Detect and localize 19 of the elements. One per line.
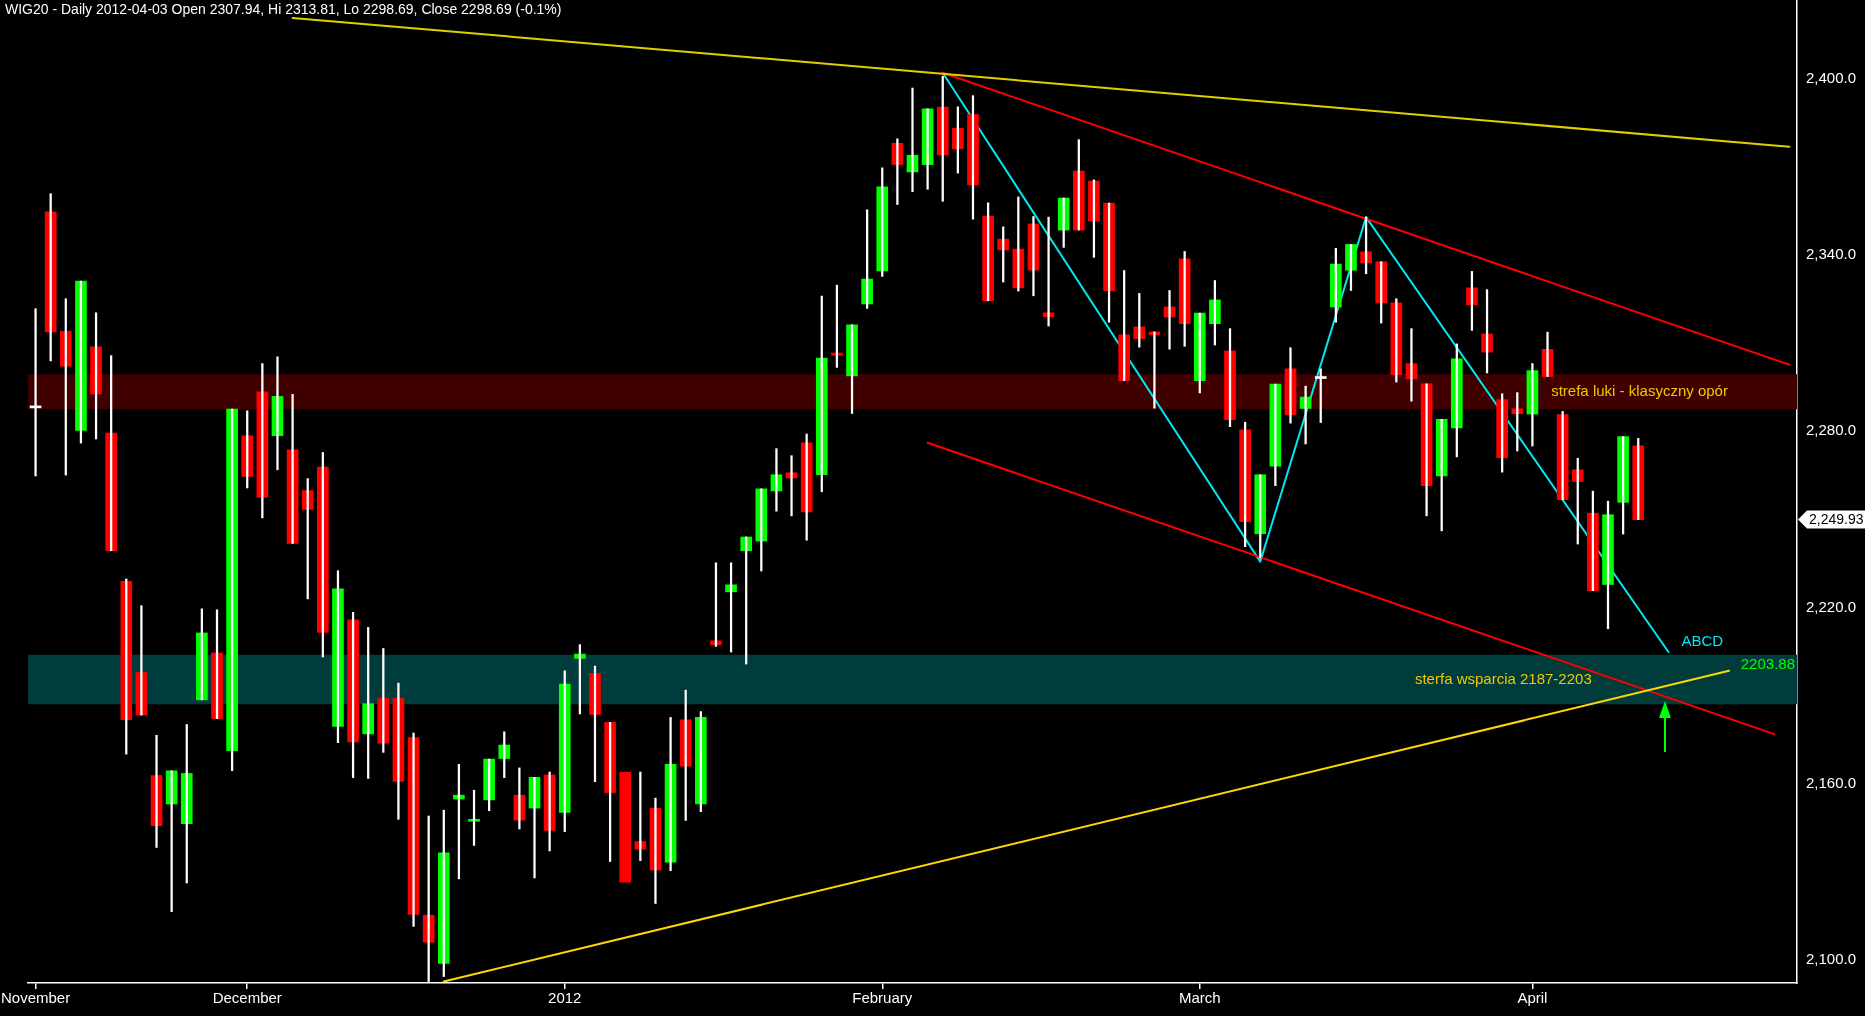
- x-tick-label: March: [1178, 989, 1221, 1007]
- x-tick-label: December: [212, 989, 282, 1007]
- candlestick: [619, 771, 632, 883]
- x-tick-label: April: [1517, 989, 1548, 1007]
- y-tick-label: 2,160.0: [1806, 773, 1857, 791]
- y-tick-label: 2,280.0: [1806, 421, 1857, 439]
- band-label: strefa luki - klasyczny opór: [1551, 381, 1728, 399]
- x-tick-label: November: [0, 989, 71, 1007]
- text: 2,249.93: [1809, 511, 1864, 528]
- series-label: ABCD: [1681, 631, 1724, 649]
- y-tick-label: 2,400.0: [1806, 69, 1857, 87]
- x-tick-label: February: [852, 989, 913, 1007]
- y-tick-label: 2,340.0: [1806, 245, 1857, 263]
- annotation: 2203.88: [1740, 655, 1795, 673]
- y-tick-label: 2,220.0: [1806, 597, 1857, 615]
- x-tick-label: 2012: [548, 989, 582, 1007]
- y-tick-label: 2,100.0: [1806, 949, 1857, 967]
- band-label: sterfa wsparcia 2187-2203: [1414, 669, 1592, 687]
- chart-title: WIG20 - Daily 2012-04-03 Open 2307.94, Hi 2313.81, Lo 2298.69, Close 2298.69 (-0.1%): [5, 1, 562, 18]
